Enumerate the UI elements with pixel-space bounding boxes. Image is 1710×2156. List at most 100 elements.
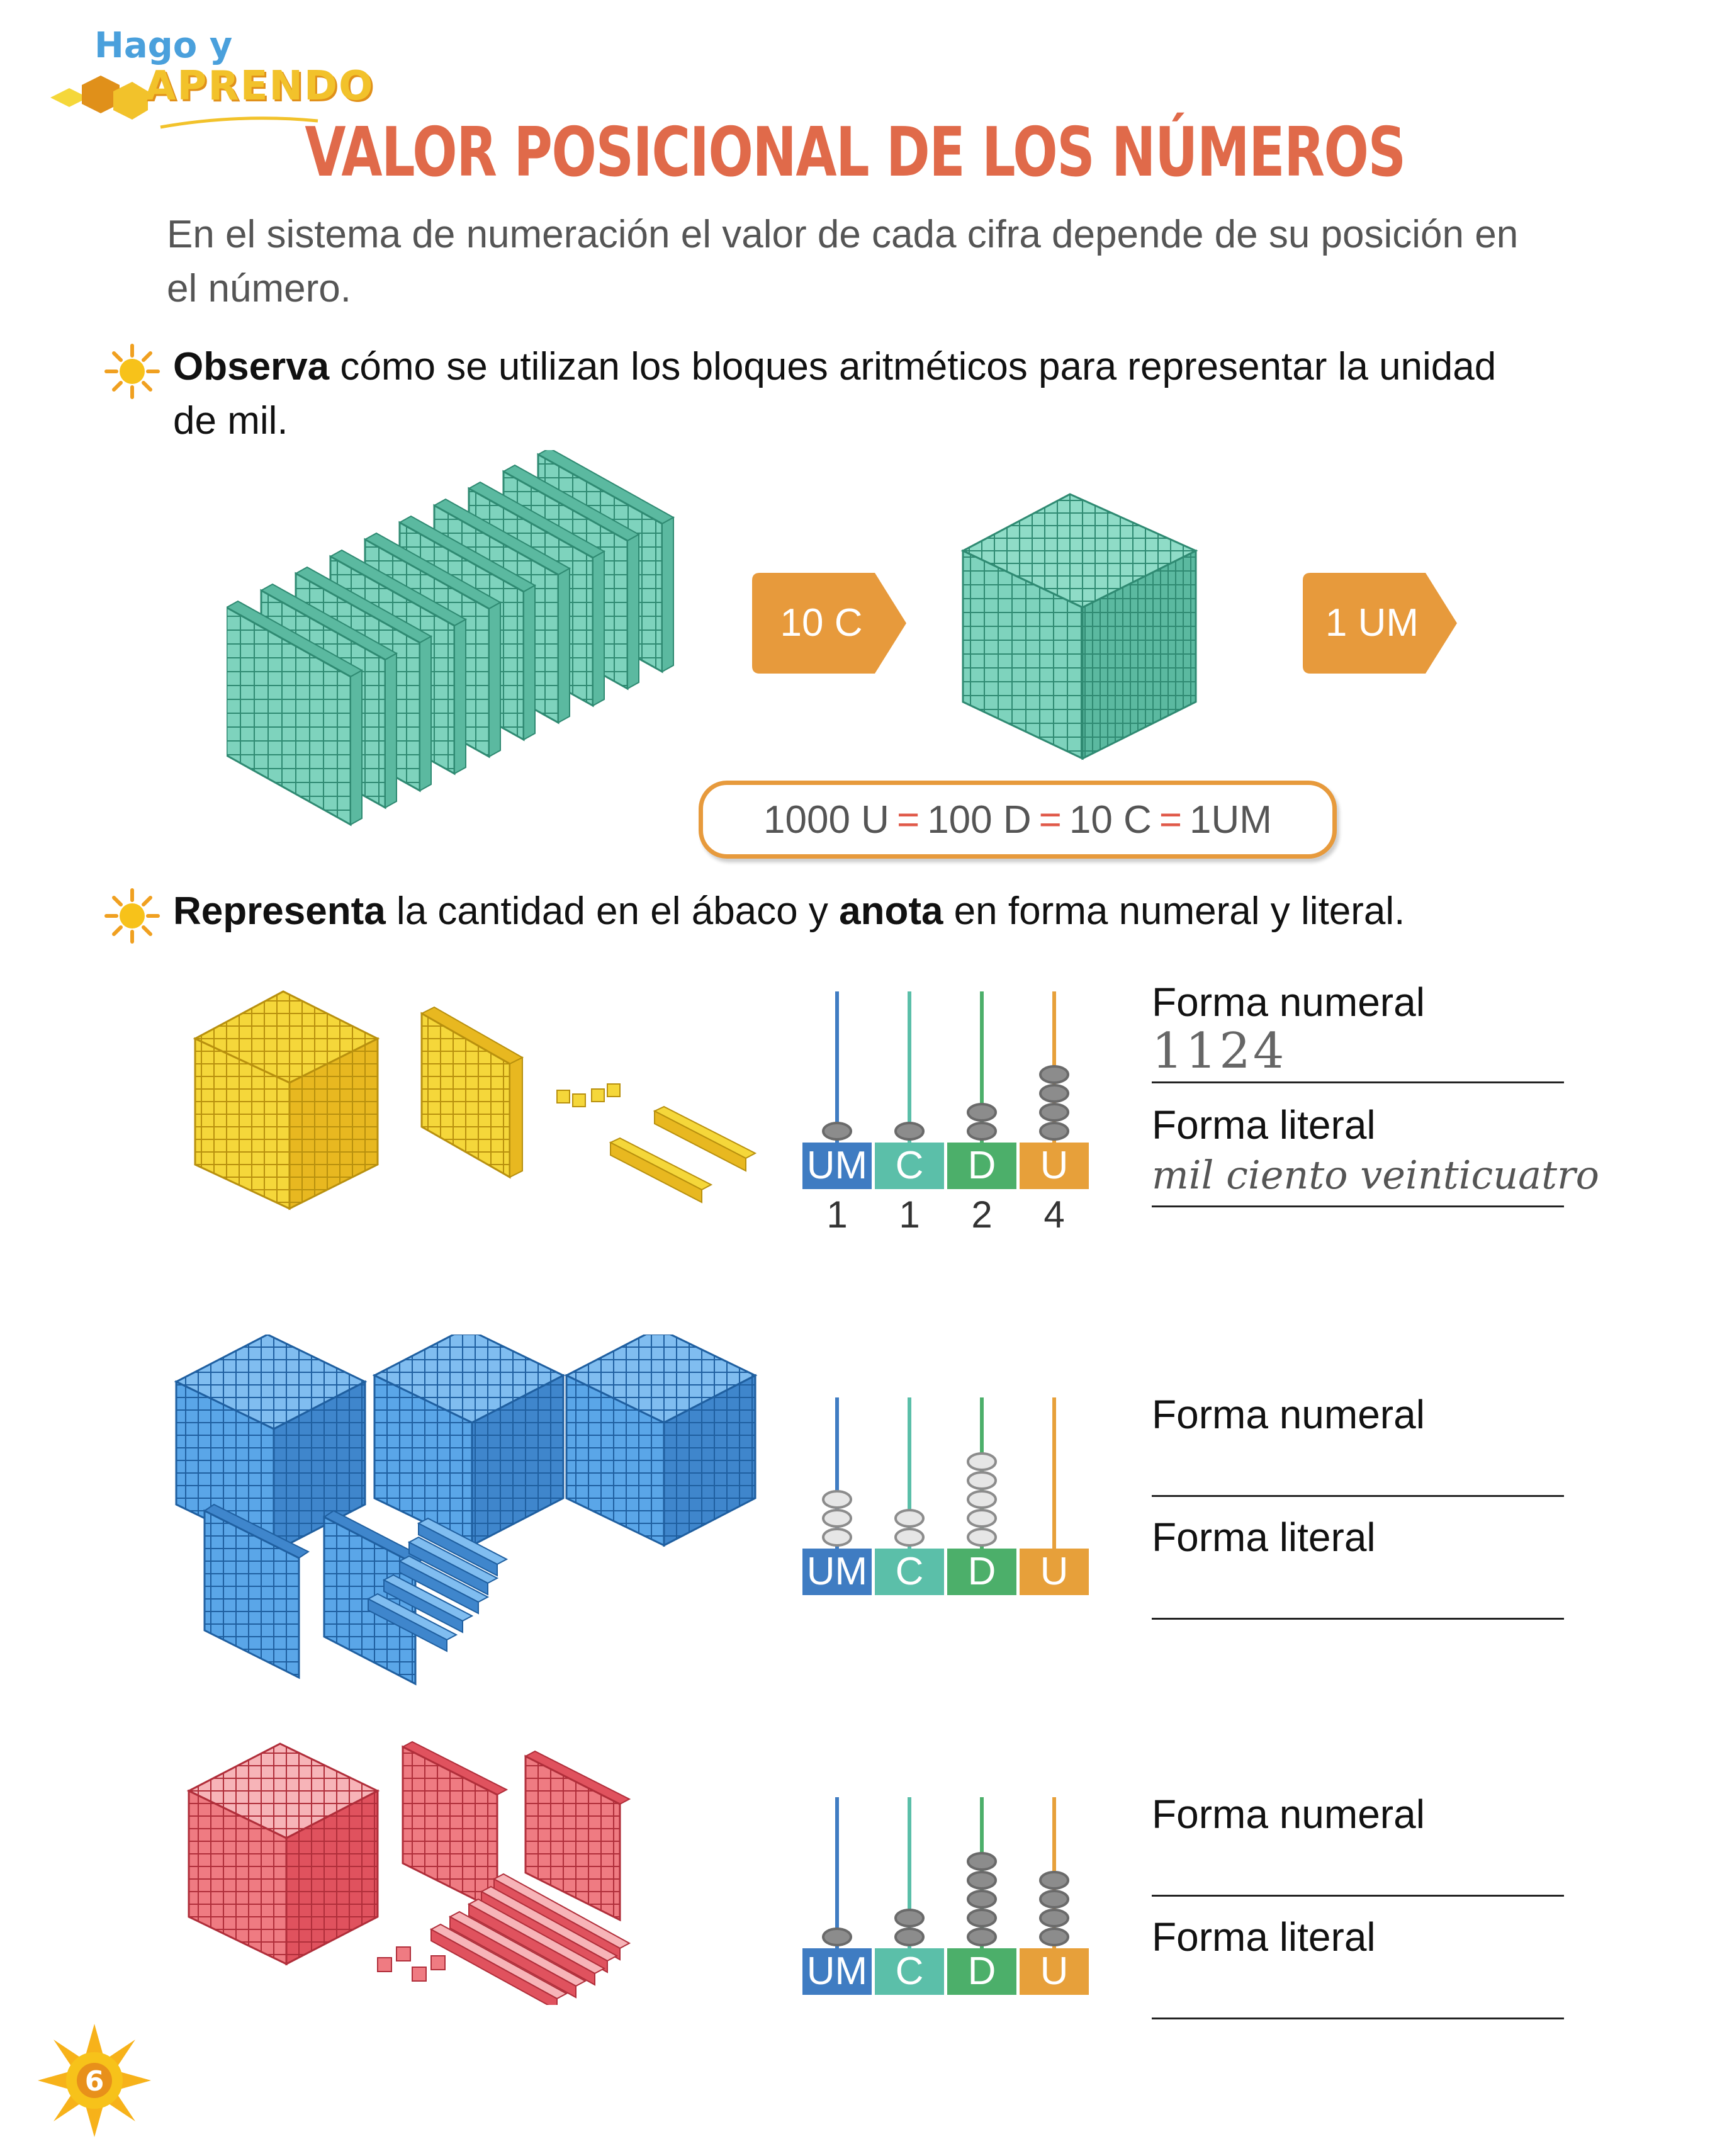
exercise-3-literal-line[interactable] [1152,2018,1564,2019]
instruction-represent-bold2: anota [839,889,943,933]
logo: Hago y APRENDO [44,25,373,132]
place-label-d: D [947,1549,1016,1595]
sun-icon [104,888,160,944]
exercise-2-numeral-line[interactable] [1152,1495,1564,1497]
place-label-um: UM [802,1549,872,1595]
place-label-d: D [947,1143,1016,1189]
exercise-1-numeral-label: Forma numeral [1152,979,1425,1025]
place-label-um: UM [802,1143,872,1189]
abacus-bead-c [894,1528,925,1547]
instruction-represent: Representa la cantidad en el ábaco y ano… [173,884,1558,939]
abacus-bead-d [967,1122,997,1141]
page-number: 6 [85,2065,104,2097]
eq-tens: 100 D [927,798,1032,842]
place-label-c: C [875,1948,944,1995]
place-label-um: UM [802,1948,872,1995]
abacus-bead-u [1039,1103,1069,1122]
instruction-observe-bold: Observa [173,345,330,388]
place-label-c: C [875,1143,944,1189]
exercise-3-numeral-line[interactable] [1152,1895,1564,1897]
exercise-1-numeral-answer[interactable]: 1124 [1152,1023,1287,1080]
ten-flats-illustration [227,450,675,827]
logo-line2: APRENDO [145,63,374,110]
abacus-bead-d [967,1490,997,1509]
place-label-d: D [947,1948,1016,1995]
exercise-3-abacus: UM C D U [802,1797,1092,1999]
digit-d: 2 [971,1194,993,1236]
arrow-tag-1um-label: 1 UM [1325,601,1419,645]
eq-sign-3: = [1159,798,1183,842]
abacus-bead-u [1039,1871,1069,1890]
place-label-u: U [1020,1948,1089,1995]
abacus-bead-d [967,1871,997,1890]
abacus-bead-um [822,1490,852,1509]
exercise-1-numeral-line [1152,1081,1564,1083]
intro-text: En el sistema de numeración el valor de … [167,213,1519,310]
instruction-observe-rest: cómo se utilizan los bloques aritméticos… [173,345,1497,443]
abacus-bead-u [1039,1065,1069,1084]
place-label-c: C [875,1549,944,1595]
abacus-bead-d [967,1509,997,1528]
arrow-tag-1um: 1 UM [1303,573,1457,674]
equivalence-box: 1000 U = 100 D = 10 C = 1UM [699,781,1337,859]
digit-c: 1 [899,1194,920,1236]
abacus-bead-d [967,1909,997,1927]
exercise-3-numeral-label: Forma numeral [1152,1792,1425,1837]
abacus-bead-d [967,1103,997,1122]
logo-underline-icon [160,116,318,129]
exercise-1-abacus-rods [822,991,1069,1143]
exercise-2-literal-line[interactable] [1152,1618,1564,1620]
abacus-bead-c [894,1122,925,1141]
logo-blocks-icon [50,76,148,120]
exercise-2-numeral-label: Forma numeral [1152,1392,1425,1437]
page-title: VALOR POSICIONAL DE LOS NÚMEROS [305,113,1406,192]
exercise-2-abacus: UM C D U [802,1397,1092,1599]
abacus-bead-d [967,1852,997,1871]
exercise-3-literal-label: Forma literal [1152,1914,1376,1960]
digit-um: 1 [826,1194,848,1236]
abacus-bead-um [822,1927,852,1946]
abacus-bead-um [822,1509,852,1528]
exercise-3-blocks [186,1741,631,2005]
abacus-bead-u [1039,1927,1069,1946]
abacus-bead-u [1039,1084,1069,1103]
exercise-1-literal-label: Forma literal [1152,1102,1376,1148]
eq-sign-1: = [896,798,920,842]
digit-u: 4 [1043,1194,1065,1236]
abacus-bead-c [894,1909,925,1927]
abacus-bead-um [822,1122,852,1141]
exercise-3-abacus-rods [822,1797,1069,1948]
exercise-2-blocks [174,1335,758,1686]
instruction-represent-mid: la cantidad en el ábaco y [385,889,840,933]
exercise-1-blocks [193,990,757,1211]
instruction-observe: Observa cómo se utilizan los bloques ari… [173,340,1526,448]
abacus-bead-d [967,1528,997,1547]
exercise-1-abacus: UM C D U 1 1 2 4 [802,991,1092,1236]
instruction-represent-bold1: Representa [173,889,386,933]
abacus-bead-u [1039,1890,1069,1909]
arrow-tag-10c: 10 C [752,573,906,674]
thousand-cube-illustration [960,493,1198,760]
eq-sign-2: = [1038,798,1062,842]
exercise-1-literal-answer[interactable]: mil ciento veinticuatro [1152,1152,1600,1198]
abacus-bead-c [894,1927,925,1946]
place-label-u: U [1020,1549,1089,1595]
instruction-represent-rest: en forma numeral y literal. [943,889,1405,933]
exercise-2-abacus-rods [822,1397,1056,1549]
abacus-bead-u [1039,1909,1069,1927]
eq-units: 1000 U [763,798,889,842]
abacus-bead-d [967,1452,997,1471]
eq-hundreds: 10 C [1069,798,1152,842]
abacus-bead-d [967,1890,997,1909]
sun-icon [104,344,160,399]
eq-thousand: 1UM [1190,798,1272,842]
abacus-bead-um [822,1528,852,1547]
exercise-1-literal-line [1152,1205,1564,1207]
abacus-bead-c [894,1509,925,1528]
exercise-2-literal-label: Forma literal [1152,1515,1376,1560]
abacus-bead-d [967,1471,997,1490]
abacus-bead-d [967,1927,997,1946]
place-label-u: U [1020,1143,1089,1189]
abacus-bead-u [1039,1122,1069,1141]
page-number-sun: 6 [38,2024,151,2137]
